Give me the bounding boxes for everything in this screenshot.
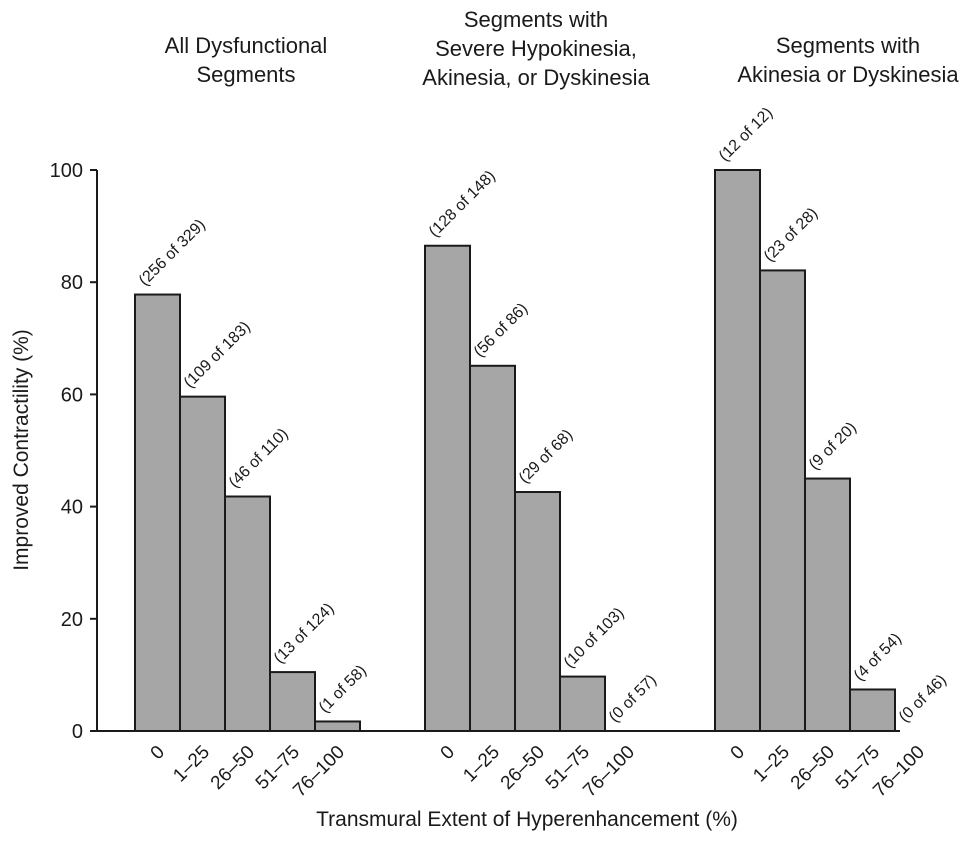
data-label: (12 of 12) — [716, 104, 776, 164]
data-label: (0 of 57) — [606, 672, 660, 726]
bar — [224, 495, 271, 733]
y-axis-title: Improved Contractility (%) — [10, 329, 33, 571]
data-label: (9 of 20) — [806, 419, 860, 473]
bar — [134, 293, 181, 732]
bar — [514, 491, 561, 732]
bar — [714, 169, 761, 732]
x-tick-label: 76–100 — [579, 742, 639, 802]
bar — [559, 675, 606, 733]
panel-title-line: Segments with — [776, 33, 920, 58]
panel-title-line: All Dysfunctional — [165, 33, 328, 58]
data-label: (128 of 148) — [426, 168, 499, 241]
data-label: (29 of 68) — [516, 426, 576, 486]
data-label: (56 of 86) — [471, 300, 531, 360]
y-tick-label: 20 — [61, 609, 83, 631]
data-label: (1 of 58) — [316, 662, 370, 716]
bar — [469, 364, 516, 732]
y-tick-label: 40 — [61, 497, 83, 519]
panel-titles: All Dysfunctional Segments Segments with Se… — [165, 7, 960, 90]
x-tick-label: 0 — [727, 742, 749, 764]
data-label: (10 of 103) — [561, 605, 628, 672]
y-tick-label: 80 — [61, 272, 83, 294]
bar — [179, 395, 226, 732]
y-tick-label: 100 — [50, 160, 83, 182]
y-tick-label: 60 — [61, 384, 83, 406]
x-tick-label: 26–50 — [787, 742, 839, 794]
x-axis-title: Transmural Extent of Hyperenhancement (%… — [316, 808, 738, 831]
bar — [269, 671, 316, 732]
y-tick-label: 0 — [72, 721, 83, 743]
bar — [849, 688, 896, 733]
panel-title-line: Severe Hypokinesia, — [435, 36, 637, 61]
data-label: (46 of 110) — [226, 425, 292, 491]
data-label: (109 of 183) — [181, 318, 254, 391]
x-tick-label: 76–100 — [869, 742, 929, 802]
data-label: (256 of 329) — [136, 216, 209, 289]
data-label: (4 of 54) — [851, 630, 905, 684]
bar — [759, 269, 806, 732]
x-tick-label: 76–100 — [289, 742, 349, 802]
data-label: (23 of 28) — [761, 205, 821, 265]
bar — [424, 244, 471, 733]
data-label: (13 of 124) — [271, 600, 338, 667]
bars — [134, 169, 896, 733]
x-tick-label: 0 — [437, 742, 459, 764]
panel-title-line: Akinesia, or Dyskinesia — [422, 65, 650, 90]
x-tick-label: 26–50 — [497, 742, 549, 794]
data-label: (0 of 46) — [896, 672, 950, 726]
x-tick-label: 0 — [147, 742, 169, 764]
bar — [804, 477, 851, 732]
bar — [314, 720, 361, 733]
panel-title-line: Akinesia or Dyskinesia — [737, 62, 959, 87]
panel-title-line: Segments with — [464, 7, 608, 32]
x-tick-label: 26–50 — [207, 742, 259, 794]
panel-title-line: Segments — [196, 62, 295, 87]
